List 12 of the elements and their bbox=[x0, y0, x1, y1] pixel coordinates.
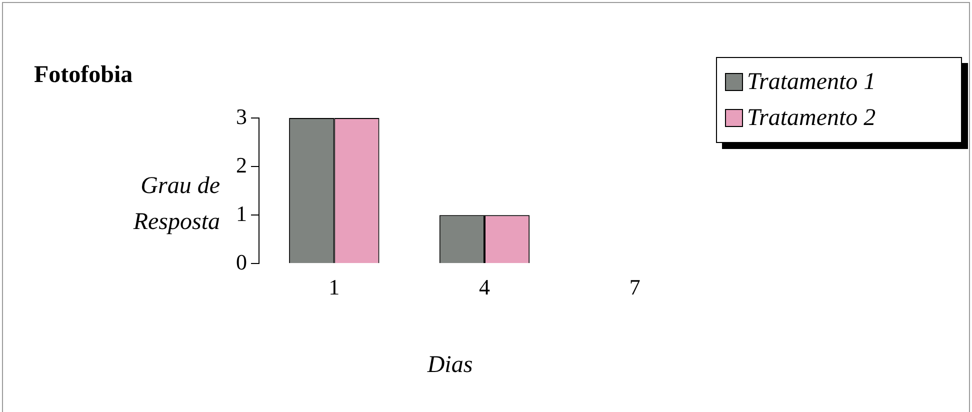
y-tick-label: 3 bbox=[236, 104, 247, 129]
y-axis-title: Grau de Resposta bbox=[132, 172, 220, 237]
y-tick-label: 1 bbox=[236, 200, 247, 226]
y-tick-label: 0 bbox=[236, 249, 247, 274]
y-tick-label: 2 bbox=[236, 152, 247, 178]
legend-label: Tratamento 1 bbox=[747, 68, 876, 96]
x-tick-label: 1 bbox=[328, 274, 340, 300]
x-axis-title: Dias bbox=[426, 352, 474, 379]
chart-title: Fotofobia bbox=[34, 62, 133, 89]
x-tick-label: 7 bbox=[629, 274, 640, 300]
legend-label: Tratamento 2 bbox=[747, 104, 876, 132]
x-tick-label: 4 bbox=[479, 274, 490, 300]
